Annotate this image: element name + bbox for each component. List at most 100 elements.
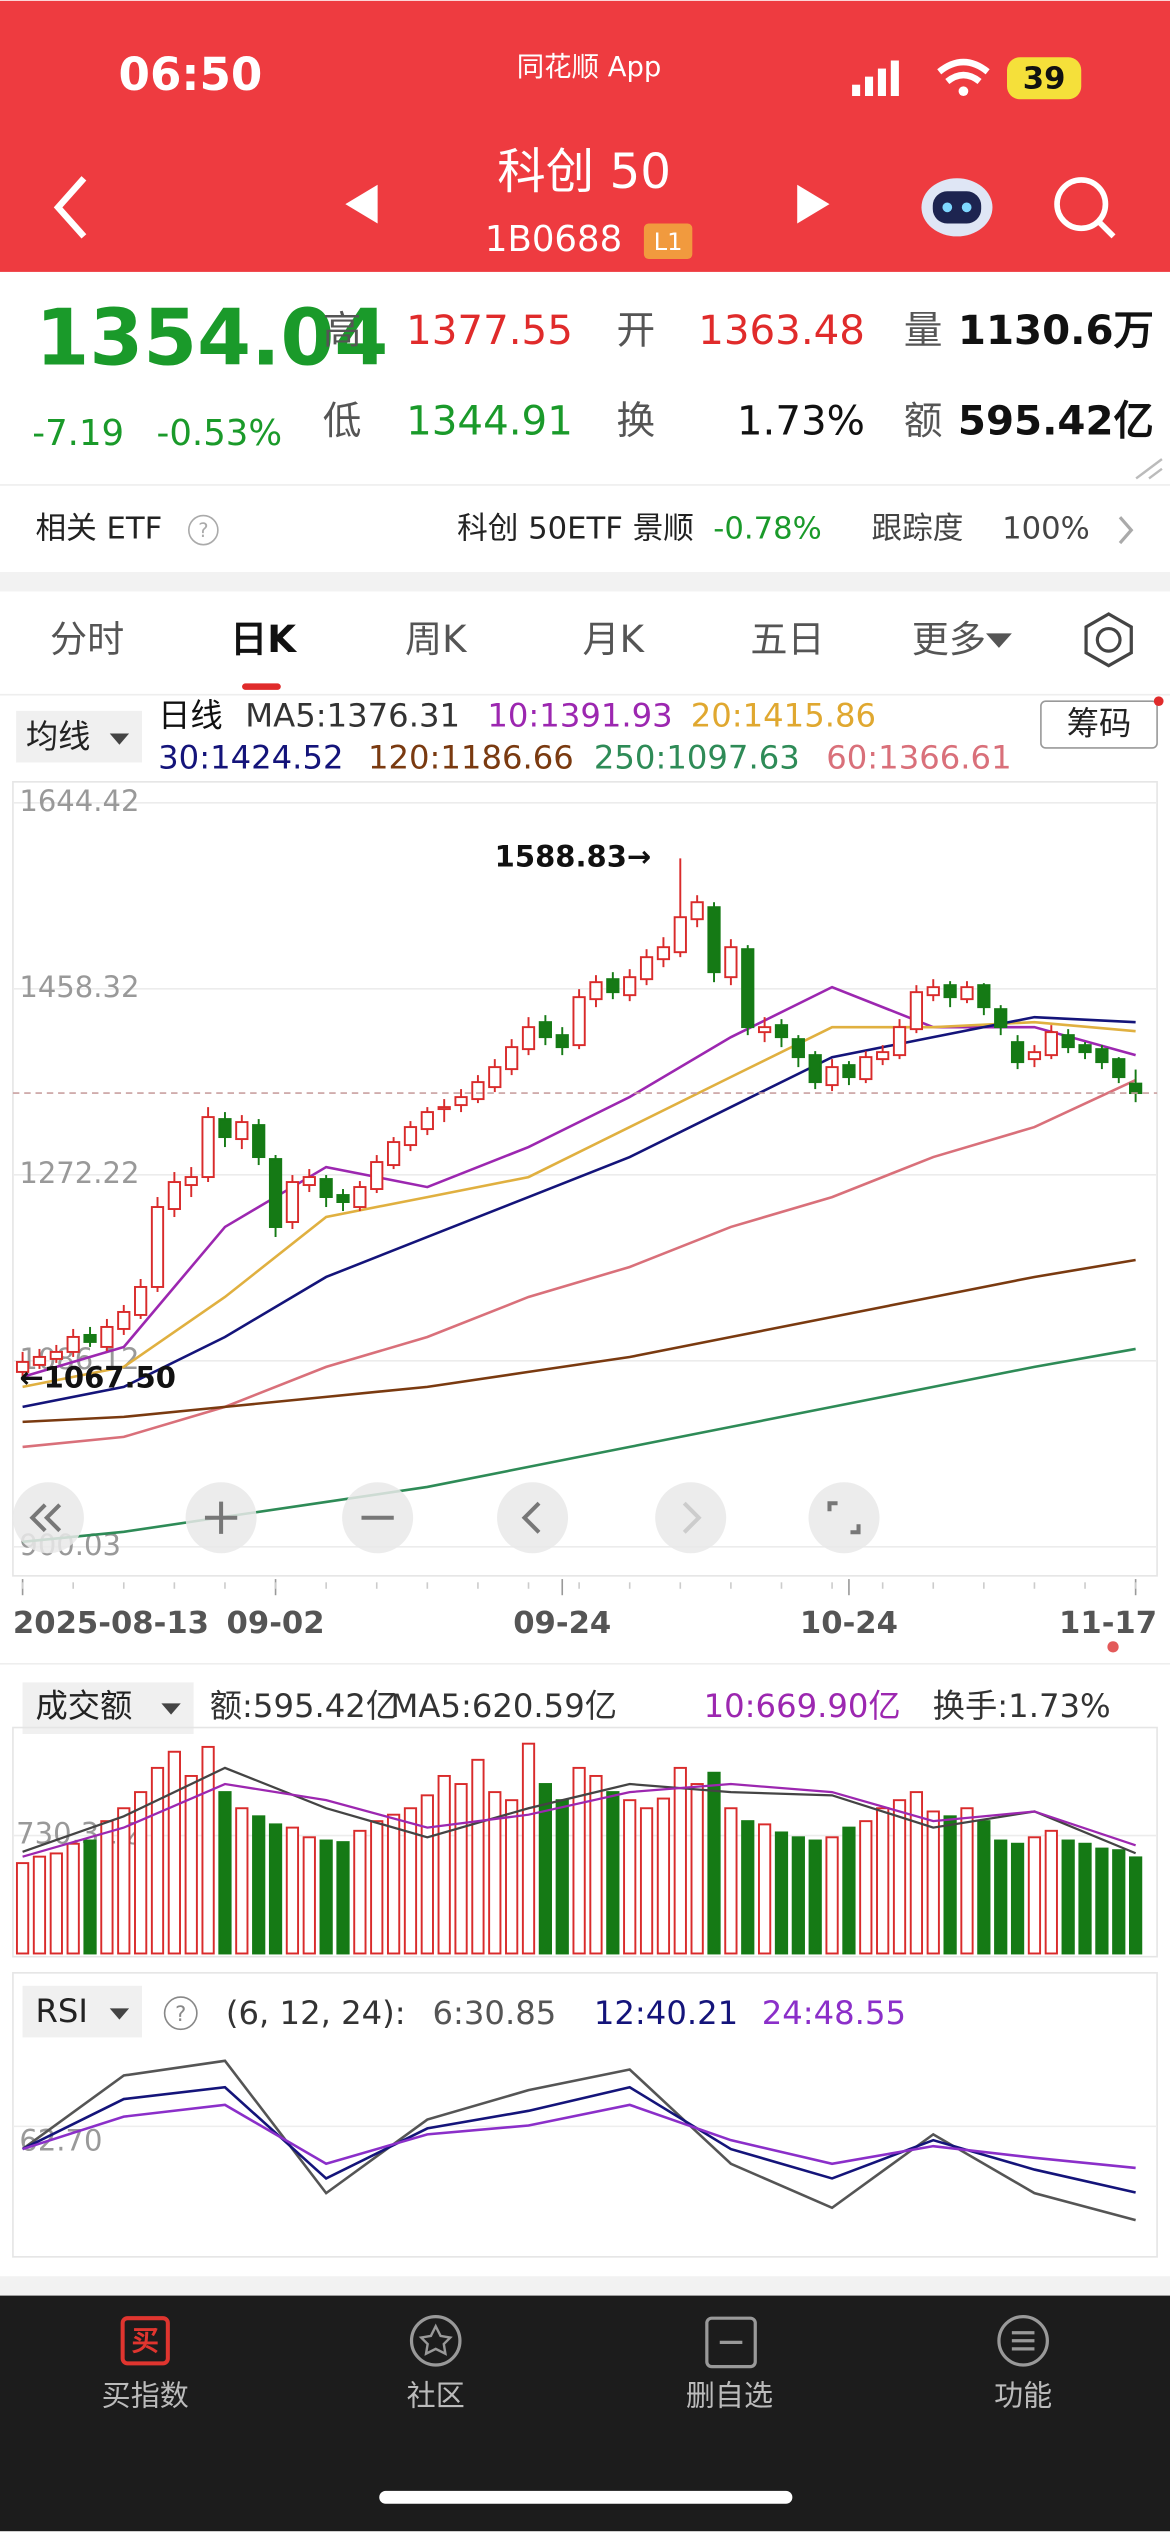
track-value: 100% xyxy=(1002,512,1090,547)
etf-fund[interactable]: 科创 50ETF 景顺 xyxy=(457,512,694,547)
field-label: 高 xyxy=(323,309,362,354)
volume-bar xyxy=(1010,1842,1025,1955)
nav-icon-star xyxy=(418,2323,453,2356)
chip-button[interactable]: 筹码 xyxy=(1067,704,1132,742)
ma-caret xyxy=(109,733,130,745)
volume-bar xyxy=(960,1807,974,1955)
volume-ma-line xyxy=(22,1766,1137,1855)
field-value: 595.42亿 xyxy=(958,398,1154,445)
candle-body xyxy=(757,1026,772,1034)
volume-bar xyxy=(117,1807,131,1955)
nav-item[interactable]: 删自选 xyxy=(686,2378,773,2412)
volume-bar xyxy=(994,1839,1008,1955)
nav-icon xyxy=(409,2314,462,2367)
volume-bar xyxy=(1078,1842,1092,1955)
tab[interactable]: 周K xyxy=(405,618,468,661)
nav-item[interactable]: 买指数 xyxy=(102,2378,189,2412)
candle-body xyxy=(960,986,974,1001)
volume-bar xyxy=(639,1807,654,1955)
candle-body xyxy=(150,1206,165,1288)
next-button[interactable] xyxy=(797,184,830,224)
volume-bar xyxy=(218,1791,232,1955)
candle-body xyxy=(1044,1031,1058,1057)
candle-body xyxy=(521,1026,536,1051)
volume-bar xyxy=(808,1839,822,1955)
volume-bar xyxy=(167,1750,181,1955)
candle-body xyxy=(538,1021,552,1039)
candle-body xyxy=(386,1141,401,1167)
candle-body xyxy=(201,1116,215,1179)
prev-button[interactable] xyxy=(345,184,378,224)
ma-selector[interactable]: 均线 xyxy=(26,717,91,755)
level-badge-bg xyxy=(643,223,693,259)
more-caret xyxy=(986,633,1012,648)
price-chart: 1644.421458.321272.221086.12900.031588.8… xyxy=(12,784,1158,1562)
volume-bar xyxy=(690,1783,704,1955)
candle-body xyxy=(454,1096,468,1107)
candle-body xyxy=(505,1046,519,1071)
candle-body xyxy=(909,991,924,1031)
candle-body xyxy=(285,1181,300,1223)
candle-body xyxy=(184,1176,198,1187)
legend-item: 6:30.85 xyxy=(432,1994,556,2032)
back-button[interactable] xyxy=(53,176,87,239)
candle-body xyxy=(1112,1058,1126,1079)
tab[interactable]: 月K xyxy=(583,618,646,661)
legend-item: 日线 xyxy=(158,696,223,734)
chip-button-bg[interactable] xyxy=(1040,700,1158,749)
legend-item: 额:595.42亿 xyxy=(210,1687,398,1725)
volume-bar xyxy=(876,1807,890,1955)
candle-body xyxy=(690,901,704,921)
ma-line xyxy=(22,1258,1136,1424)
vol-caret xyxy=(161,1703,181,1715)
search-button[interactable] xyxy=(1054,177,1116,239)
field-value: 1130.6万 xyxy=(958,307,1154,354)
x-tick-label: 09-24 xyxy=(513,1606,611,1641)
rsi-help[interactable] xyxy=(163,1996,198,2031)
volume-bar xyxy=(302,1836,316,1955)
legend-item: 60:1366.61 xyxy=(826,738,1011,776)
volume-bar xyxy=(572,1766,586,1955)
control-icons[interactable] xyxy=(29,1501,861,1535)
rsi-chart: 62.70 xyxy=(12,2059,1158,2222)
volume-bar xyxy=(791,1836,805,1955)
price-percent: -0.53% xyxy=(157,413,283,454)
ma-legend: 日线 MA5:1376.31 10:1391.93 20:1415.86 30:1424… xyxy=(158,696,1011,776)
vol-selector[interactable]: 成交额 xyxy=(36,1687,133,1725)
settings-button[interactable] xyxy=(1084,612,1133,668)
field-label: 额 xyxy=(904,399,943,444)
nav-item[interactable]: 功能 xyxy=(994,2378,1052,2412)
rsi-selector[interactable]: RSI xyxy=(36,1992,88,2030)
x-tick-label: 09-02 xyxy=(227,1606,325,1641)
candle-body xyxy=(639,956,654,981)
tab[interactable]: 五日 xyxy=(750,618,824,661)
tab[interactable]: 更多 xyxy=(912,618,986,661)
candle-body xyxy=(1027,1051,1042,1061)
legend-item: MA5:1376.31 xyxy=(245,696,460,734)
volume-bar xyxy=(201,1745,215,1955)
etf-chevron[interactable] xyxy=(1118,516,1134,545)
assistant-button[interactable] xyxy=(921,178,993,237)
help-icon[interactable] xyxy=(188,514,219,546)
volume-bar xyxy=(437,1774,451,1955)
candle-body xyxy=(892,1026,907,1057)
volume-bar xyxy=(100,1820,114,1955)
red-dot xyxy=(1153,696,1164,707)
legend-item: 30:1424.52 xyxy=(158,738,343,776)
candle-body xyxy=(606,978,620,994)
volume-bar xyxy=(1095,1847,1109,1955)
candle-body xyxy=(235,1121,249,1141)
legend-item: 20:1415.86 xyxy=(691,696,876,734)
expand-corner[interactable] xyxy=(1135,458,1163,480)
candle-body xyxy=(741,948,755,1029)
vol-selector-bg[interactable] xyxy=(22,1682,194,1734)
nav-item[interactable]: 社区 xyxy=(407,2378,465,2412)
tab[interactable]: 分时 xyxy=(50,618,124,661)
tab[interactable]: 日K xyxy=(230,618,297,661)
gap xyxy=(0,2276,1170,2296)
volume-bar xyxy=(420,1794,434,1955)
chart-controls xyxy=(12,1482,880,1554)
volume-bar xyxy=(926,1810,940,1955)
battery xyxy=(1007,57,1082,100)
volume-bar xyxy=(336,1841,350,1955)
